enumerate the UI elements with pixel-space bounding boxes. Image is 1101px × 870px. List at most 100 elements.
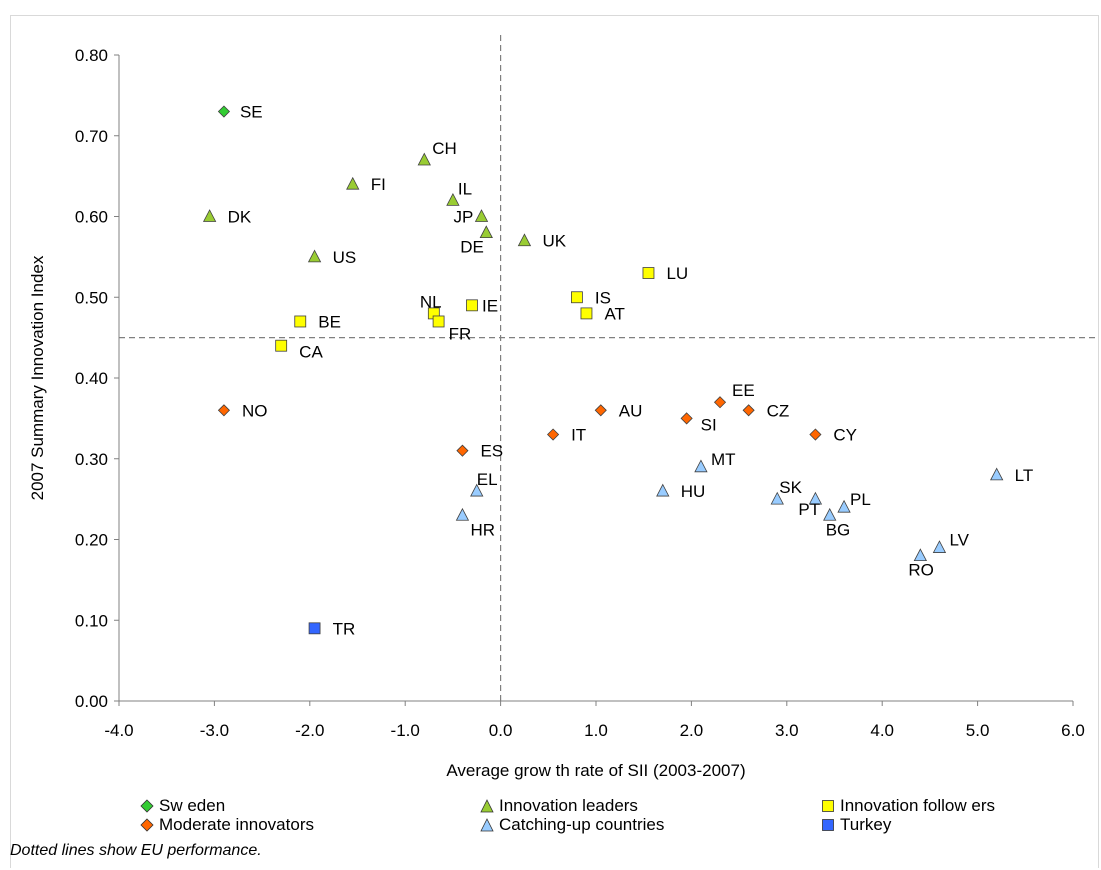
x-tick-label: 2.0 — [680, 721, 704, 740]
legend-item-innovation-followers: Innovation follow ers — [821, 796, 995, 816]
point-label-us: US — [333, 248, 357, 267]
point-de — [479, 225, 493, 239]
point-label-ro: RO — [908, 561, 934, 580]
legend-label-moderate-innovators: Moderate innovators — [159, 815, 314, 834]
point-label-be: BE — [318, 312, 341, 331]
point-label-ch: CH — [432, 139, 457, 158]
y-tick-label: 0.40 — [75, 369, 108, 388]
point-label-jp: JP — [454, 208, 474, 227]
point-is — [571, 291, 583, 304]
point-label-si: SI — [701, 415, 717, 434]
point-ca — [275, 339, 288, 352]
point-label-is: IS — [595, 288, 611, 307]
point-cy — [809, 428, 822, 441]
point-label-hr: HR — [470, 520, 495, 539]
point-us — [307, 249, 322, 263]
point-label-lv: LV — [949, 531, 969, 550]
x-tick-label: 0.0 — [489, 721, 513, 740]
point-uk — [517, 233, 532, 247]
point-se — [217, 105, 231, 118]
point-be — [294, 315, 307, 328]
point-ie — [466, 299, 478, 312]
point-label-mt: MT — [711, 450, 736, 469]
x-tick-label: 4.0 — [870, 721, 894, 740]
point-label-el: EL — [477, 470, 498, 489]
legend-label-turkey: Turkey — [840, 815, 892, 834]
legend-label-sweden: Sw eden — [159, 796, 226, 815]
legend-marker-innovation-followers — [821, 799, 835, 813]
point-ch — [417, 152, 431, 166]
point-label-nl: NL — [420, 292, 442, 311]
x-tick-label: 1.0 — [584, 721, 608, 740]
legend-item-turkey: Turkey — [821, 815, 891, 835]
point-label-uk: UK — [542, 232, 566, 251]
point-ee — [713, 396, 727, 409]
x-tick-label: -2.0 — [295, 721, 324, 740]
point-label-es: ES — [480, 442, 503, 461]
point-label-hu: HU — [681, 482, 706, 501]
point-pt — [808, 491, 823, 505]
point-label-il: IL — [458, 179, 472, 198]
point-el — [470, 483, 484, 497]
point-label-tr: TR — [333, 619, 356, 638]
point-label-lu: LU — [666, 264, 688, 283]
y-axis-title: 2007 Summary Innovation Index — [28, 255, 47, 500]
x-tick-label: 6.0 — [1061, 721, 1085, 740]
point-label-dk: DK — [228, 208, 252, 227]
point-label-fr: FR — [449, 324, 472, 343]
y-tick-label: 0.30 — [75, 450, 108, 469]
legend-marker-catching-up-countries — [480, 818, 494, 832]
point-cz — [742, 404, 755, 417]
legend-marker-innovation-leaders — [480, 799, 494, 813]
point-pl — [837, 499, 851, 513]
point-label-ie: IE — [482, 296, 498, 315]
point-no — [217, 404, 231, 417]
point-mt — [694, 459, 708, 473]
point-tr — [308, 622, 321, 635]
point-label-it: IT — [571, 426, 586, 445]
x-tick-label: -4.0 — [104, 721, 133, 740]
point-hu — [656, 483, 670, 497]
legend-item-innovation-leaders: Innovation leaders — [480, 796, 638, 816]
point-label-cy: CY — [833, 426, 857, 445]
point-il — [446, 192, 460, 206]
point-ro — [913, 548, 928, 562]
point-es — [456, 444, 469, 457]
point-label-fi: FI — [371, 175, 386, 194]
y-tick-label: 0.20 — [75, 531, 108, 550]
y-tick-label: 0.70 — [75, 127, 108, 146]
legend-item-catching-up-countries: Catching-up countries — [480, 815, 664, 835]
y-tick-label: 0.00 — [75, 692, 108, 711]
point-label-ee: EE — [732, 381, 755, 400]
y-tick-label: 0.60 — [75, 208, 108, 227]
legend-label-innovation-followers: Innovation follow ers — [840, 796, 995, 815]
legend-row-2: Moderate innovators Catching-up countrie… — [0, 815, 1101, 835]
point-si — [680, 412, 693, 425]
x-tick-label: 5.0 — [966, 721, 990, 740]
legend-label-innovation-leaders: Innovation leaders — [499, 796, 638, 815]
point-lu — [642, 267, 655, 279]
point-bg — [823, 507, 837, 521]
point-label-pl: PL — [850, 490, 871, 509]
point-label-ca: CA — [299, 343, 323, 362]
point-label-au: AU — [619, 401, 643, 420]
legend-marker-turkey — [821, 818, 835, 832]
x-axis-title: Average grow th rate of SII (2003-2007) — [446, 761, 745, 780]
legend-marker-sweden — [140, 799, 154, 813]
point-it — [547, 428, 560, 441]
scatter-chart: 0.00 0.10 0.20 0.30 0.40 0.50 0.60 0.70 0.80 -4.0… — [28, 35, 1099, 780]
point-lt — [990, 467, 1004, 481]
legend-item-sweden: Sw eden — [140, 796, 225, 816]
point-fr — [432, 315, 445, 328]
point-dk — [202, 209, 217, 222]
point-hr — [455, 507, 470, 521]
chart-frame — [10, 15, 1099, 868]
point-sk — [770, 491, 784, 505]
point-label-no: NO — [242, 401, 268, 420]
y-tick-label: 0.10 — [75, 611, 108, 630]
y-tick-label: 0.80 — [75, 46, 108, 65]
point-label-pt: PT — [798, 500, 820, 519]
point-lv — [932, 540, 947, 553]
point-fi — [346, 176, 360, 190]
x-tick-label: -3.0 — [200, 721, 229, 740]
